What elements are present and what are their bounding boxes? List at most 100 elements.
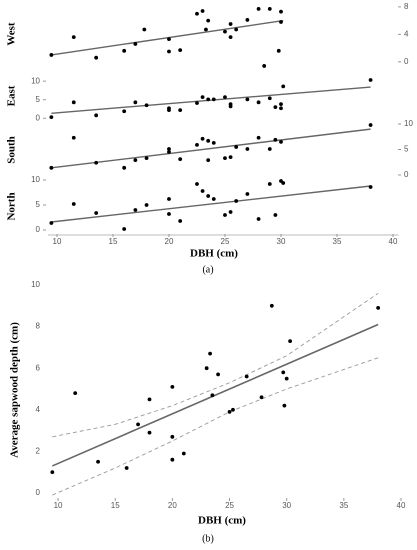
data-point [288, 339, 293, 344]
data-point [204, 27, 208, 32]
data-point [256, 217, 261, 221]
confidence-band [52, 357, 379, 496]
data-point [223, 95, 227, 100]
data-point [206, 18, 211, 23]
x-tick-label: 25 [225, 501, 234, 510]
y-tick-label: 10 [404, 119, 413, 128]
panel-label: East [6, 85, 18, 106]
data-point [136, 422, 140, 427]
data-point [195, 11, 199, 16]
data-point [96, 459, 100, 464]
data-point [73, 391, 78, 396]
data-point [279, 106, 283, 111]
data-point [144, 103, 149, 108]
data-point [256, 100, 261, 105]
data-point [211, 197, 216, 201]
data-point [178, 108, 183, 113]
y-tick-label: 8 [404, 2, 409, 11]
data-point [167, 147, 171, 151]
data-point [228, 155, 233, 160]
panel-label: South [6, 136, 18, 164]
data-point [142, 27, 147, 32]
y-tick-label: 2 [36, 446, 41, 455]
data-point [269, 303, 274, 308]
y-tick-label: 0 [404, 57, 409, 66]
data-point [245, 97, 250, 102]
data-point [122, 109, 127, 114]
data-point [279, 102, 283, 107]
x-tick-label: 15 [111, 501, 120, 510]
data-point [122, 165, 127, 170]
data-point [234, 199, 239, 203]
data-point [273, 213, 278, 217]
x-tick-label: 20 [168, 501, 177, 510]
data-point [281, 181, 286, 185]
data-point [170, 457, 175, 462]
data-point [267, 7, 272, 11]
data-point [71, 135, 76, 140]
data-point [124, 466, 129, 470]
data-point [368, 78, 373, 82]
data-point [234, 145, 239, 149]
data-point [279, 20, 283, 24]
x-tick-label: 20 [165, 237, 174, 246]
data-point [181, 451, 186, 456]
data-point [228, 210, 233, 214]
data-point [245, 192, 250, 196]
x-tick-label: 10 [53, 237, 62, 246]
data-point [204, 366, 209, 371]
data-point [167, 150, 171, 154]
data-point [206, 194, 211, 198]
y-tick-label: 6 [36, 363, 41, 372]
regression-line [51, 86, 371, 114]
data-point [200, 9, 205, 13]
regression-line [51, 19, 284, 56]
y-tick-label: 5 [404, 145, 409, 154]
data-point [210, 393, 215, 398]
y-tick-label: 0 [36, 488, 41, 497]
data-point [208, 351, 212, 356]
data-point [49, 115, 54, 120]
data-point [211, 140, 216, 145]
data-point [279, 139, 283, 144]
data-point [262, 64, 267, 68]
data-point [273, 137, 278, 142]
data-point [245, 18, 250, 22]
data-point [133, 42, 138, 46]
data-point [94, 113, 99, 118]
y-tick-label: 0 [36, 113, 41, 122]
x-tick-label: 30 [277, 237, 286, 246]
x-tick-label: 40 [389, 237, 398, 246]
data-point [368, 123, 373, 127]
y-tick-label: 10 [31, 76, 40, 85]
data-point [195, 143, 199, 147]
regression-line [52, 323, 379, 467]
data-point [228, 35, 233, 39]
y-tick-label: 5 [36, 200, 41, 209]
regression-line [51, 185, 371, 223]
data-point [376, 305, 381, 310]
y-tick-label: 8 [36, 322, 41, 331]
x-axis-label: DBH (cm) [198, 515, 246, 527]
caption: (a) [202, 264, 213, 275]
data-point [49, 53, 54, 57]
data-point [178, 48, 183, 53]
x-tick-label: 25 [221, 237, 230, 246]
data-point [231, 407, 235, 412]
y-tick-label: 5 [36, 95, 41, 104]
data-point [133, 100, 138, 105]
data-point [167, 212, 171, 216]
x-tick-label: 10 [54, 501, 63, 510]
data-point [167, 106, 171, 111]
data-point [170, 385, 175, 389]
data-point [167, 37, 171, 42]
data-point [147, 397, 152, 402]
y-axis-label: Average sapwood depth (cm) [9, 322, 21, 458]
x-axis-label: DBH (cm) [190, 248, 238, 260]
data-point [223, 156, 227, 161]
data-point [284, 376, 289, 381]
data-point [216, 372, 220, 377]
data-point [133, 208, 138, 212]
data-point [206, 158, 211, 163]
